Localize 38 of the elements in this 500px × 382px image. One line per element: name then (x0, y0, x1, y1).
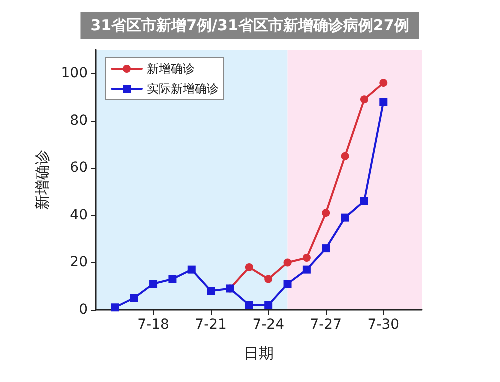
point (341, 152, 350, 160)
point (207, 287, 216, 296)
point (360, 96, 368, 104)
y-axis-title: 新增确诊 (34, 150, 52, 210)
y-tick-label: 0 (79, 302, 88, 318)
x-tick-label: 7-27 (310, 317, 342, 333)
point (264, 275, 273, 284)
point (380, 79, 388, 88)
point (150, 280, 158, 288)
point (284, 280, 292, 288)
y-tick-label: 60 (70, 160, 88, 176)
point (360, 197, 368, 206)
y-tick-label: 100 (61, 66, 88, 82)
point (168, 275, 177, 284)
chart-title: 31省区市新增7例/31省区市新增确诊病例27例 (90, 16, 410, 34)
y-tick-label: 80 (70, 112, 88, 129)
point (341, 214, 350, 222)
point (322, 244, 330, 253)
point (284, 258, 292, 267)
legend-label: 新增确诊 (147, 62, 195, 76)
point (322, 209, 330, 218)
x-tick-label: 7-21 (195, 317, 227, 333)
point (264, 301, 273, 310)
legend-label: 实际新增确诊 (147, 82, 219, 96)
y-tick-label: 40 (70, 207, 88, 224)
point (188, 266, 196, 274)
x-tick-label: 7-30 (368, 317, 400, 333)
x-tick-label: 7-18 (138, 317, 170, 333)
point (302, 266, 311, 274)
point (245, 263, 254, 272)
y-tick-label: 20 (70, 254, 88, 271)
point (130, 294, 138, 302)
point (245, 301, 254, 310)
point (380, 98, 388, 106)
x-axis-title: 日期 (244, 344, 274, 362)
point (111, 304, 120, 312)
point (302, 254, 311, 262)
x-tick-label: 7-24 (252, 317, 285, 333)
